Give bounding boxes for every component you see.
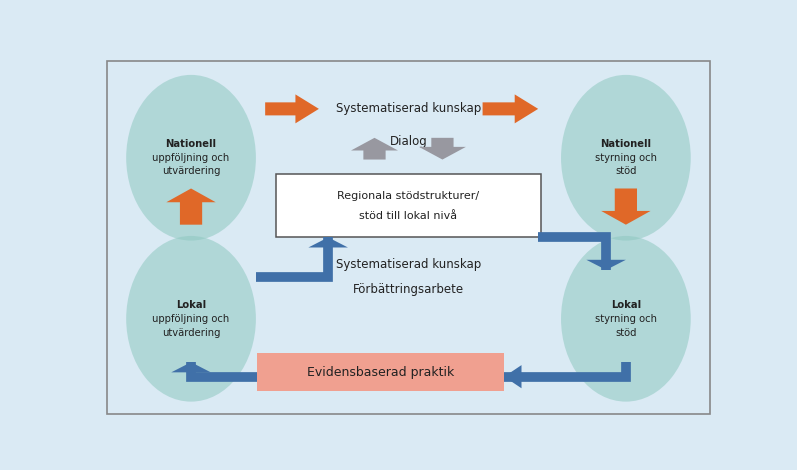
Text: Lokal: Lokal [611,300,641,310]
Text: Förbättringsarbete: Förbättringsarbete [353,283,464,296]
Polygon shape [171,362,210,372]
Polygon shape [505,365,521,388]
Text: styrning och: styrning och [595,153,657,163]
Polygon shape [482,94,538,123]
Polygon shape [265,94,319,123]
Text: stöd: stöd [615,328,637,337]
Text: Evidensbaserad praktik: Evidensbaserad praktik [307,366,454,379]
Polygon shape [419,138,466,159]
Text: uppföljning och: uppföljning och [152,314,230,324]
Text: stöd: stöd [615,166,637,176]
Ellipse shape [126,236,256,402]
Text: Dialog: Dialog [390,135,427,148]
Polygon shape [308,237,348,248]
Polygon shape [351,138,398,159]
FancyBboxPatch shape [257,353,505,391]
Ellipse shape [561,236,691,402]
Polygon shape [601,188,650,225]
Text: styrning och: styrning och [595,314,657,324]
Text: Lokal: Lokal [176,300,206,310]
Polygon shape [167,188,216,225]
Text: Systematiserad kunskap: Systematiserad kunskap [336,102,481,115]
Text: Systematiserad kunskap: Systematiserad kunskap [336,258,481,271]
Ellipse shape [126,75,256,241]
Ellipse shape [561,75,691,241]
Polygon shape [587,260,626,270]
Text: Nationell: Nationell [600,139,651,149]
Text: utvärdering: utvärdering [162,328,220,337]
Text: utvärdering: utvärdering [162,166,220,176]
Text: stöd till lokal nivå: stöd till lokal nivå [359,211,457,221]
Text: uppföljning och: uppföljning och [152,153,230,163]
FancyBboxPatch shape [276,174,541,237]
Text: Nationell: Nationell [166,139,217,149]
Text: Regionala stödstrukturer/: Regionala stödstrukturer/ [337,190,480,201]
